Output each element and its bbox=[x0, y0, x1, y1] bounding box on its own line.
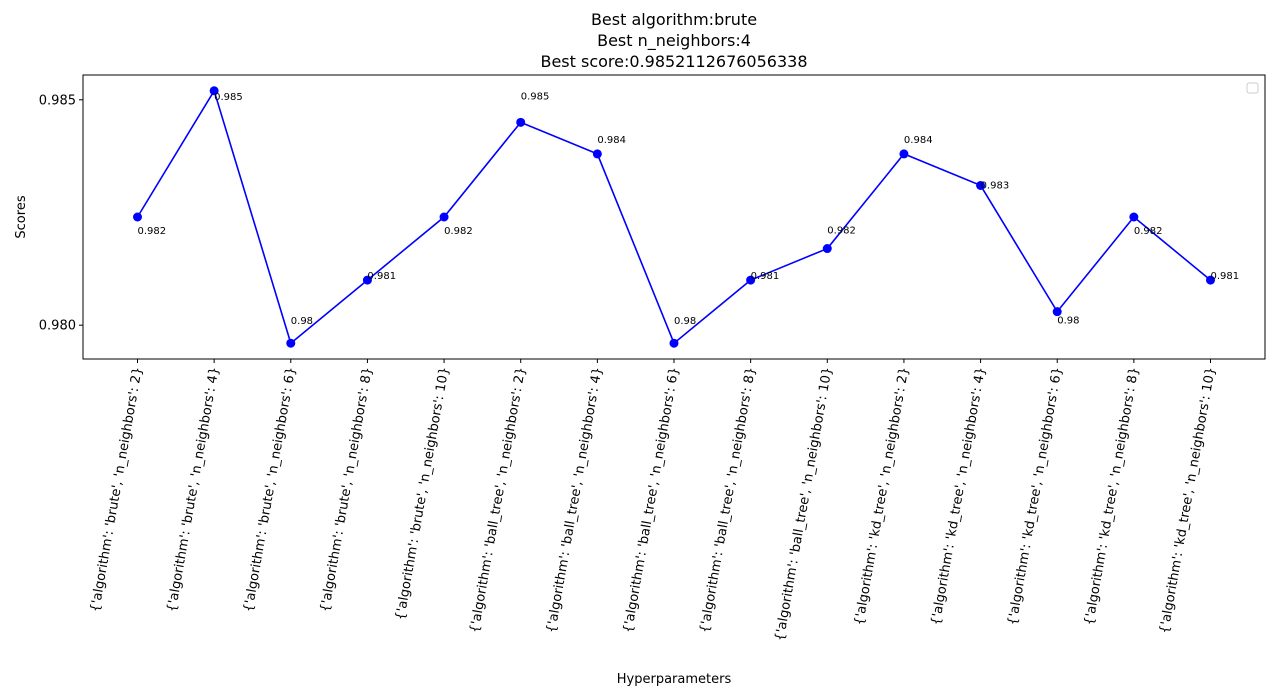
legend-box bbox=[1246, 82, 1259, 94]
chart-title-line-2: Best n_neighbors:4 bbox=[597, 31, 751, 51]
data-label: 0.981 bbox=[1211, 271, 1240, 282]
data-label: 0.981 bbox=[367, 271, 396, 282]
data-label: 0.98 bbox=[1057, 316, 1079, 327]
data-point bbox=[516, 117, 526, 127]
data-label: 0.985 bbox=[521, 91, 550, 102]
data-point bbox=[286, 338, 296, 348]
data-point bbox=[976, 180, 986, 190]
data-point bbox=[439, 212, 449, 222]
data-point bbox=[1052, 307, 1062, 317]
chart-title-line-1: Best algorithm:brute bbox=[591, 10, 757, 29]
data-label: 0.982 bbox=[827, 226, 856, 237]
data-label: 0.982 bbox=[1134, 226, 1163, 237]
x-axis-label: Hyperparameters bbox=[617, 672, 732, 687]
data-point bbox=[899, 149, 909, 159]
data-point bbox=[592, 149, 602, 159]
data-label: 0.985 bbox=[214, 92, 243, 103]
data-label: 0.981 bbox=[751, 271, 780, 282]
data-label: 0.98 bbox=[291, 316, 313, 327]
y-axis-label: Scores bbox=[14, 195, 29, 238]
plot-layer: 0.982 0.985 0.98 0.981 0.982 0.985 0.984 0.98 0.… bbox=[133, 86, 1240, 348]
y-axis: 0.980 0.985 bbox=[39, 93, 83, 334]
data-label: 0.982 bbox=[138, 226, 167, 237]
data-point bbox=[362, 275, 372, 285]
data-point bbox=[669, 338, 679, 348]
data-point bbox=[746, 275, 756, 285]
data-point bbox=[1206, 275, 1215, 285]
data-point bbox=[209, 86, 219, 96]
data-point bbox=[133, 212, 142, 222]
data-point bbox=[822, 244, 832, 254]
y-tick-label: 0.980 bbox=[39, 319, 76, 334]
chart-title-line-3: Best score:0.9852112676056338 bbox=[540, 52, 807, 71]
data-point bbox=[1129, 212, 1139, 222]
data-label: 0.984 bbox=[597, 135, 626, 146]
data-label: 0.984 bbox=[904, 135, 933, 146]
data-label: 0.98 bbox=[674, 316, 696, 327]
data-label: 0.982 bbox=[444, 226, 473, 237]
y-tick-label: 0.985 bbox=[39, 93, 76, 108]
data-label: 0.983 bbox=[981, 180, 1010, 191]
